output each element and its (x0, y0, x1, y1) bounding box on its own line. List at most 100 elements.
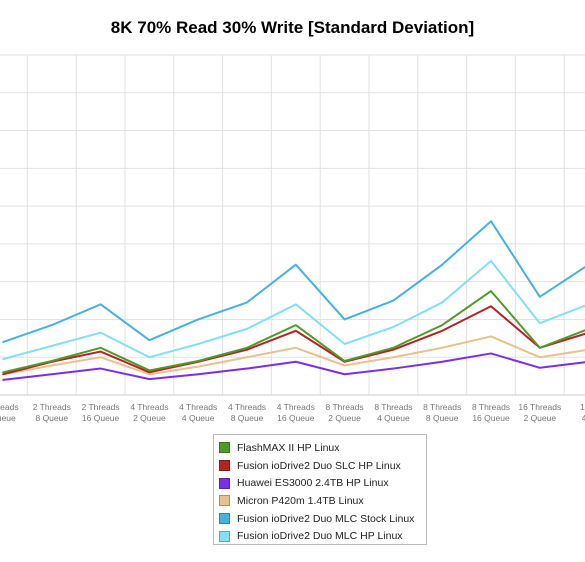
x-tick-label: 4 Threads 8 Queue (228, 402, 266, 423)
data-point (295, 360, 297, 363)
data-point (392, 299, 395, 302)
series-line (2, 259, 585, 361)
data-point (490, 335, 492, 338)
data-point (51, 373, 53, 376)
x-tick-label: 8 Threads 16 Queue (472, 402, 510, 423)
data-point (2, 373, 4, 376)
legend-label: FlashMAX II HP Linux (237, 441, 340, 454)
legend-item: Fusion ioDrive2 Duo MLC Stock Linux (219, 510, 426, 528)
legend-label: Huawei ES3000 2.4TB HP Linux (237, 477, 389, 490)
data-point (343, 318, 346, 321)
data-point (392, 348, 395, 351)
data-point (51, 364, 53, 367)
x-tick-label: 4 Threads 16 Queue (277, 402, 315, 423)
data-point (343, 373, 346, 376)
data-point (441, 360, 444, 363)
data-point (197, 318, 199, 321)
data-point (392, 367, 395, 370)
legend-swatch (219, 513, 230, 525)
legend-label: Fusion ioDrive2 Duo SLC HP Linux (237, 459, 401, 472)
data-point (197, 343, 199, 345)
legend-item: Fusion ioDrive2 Duo SLC HP Linux (219, 457, 426, 475)
chart-title: 8K 70% Read 30% Write [Standard Deviatio… (110, 18, 475, 37)
data-point (295, 263, 297, 266)
legend-swatch (219, 530, 230, 542)
legend-swatch (219, 460, 230, 472)
data-point (539, 367, 541, 369)
data-point (148, 378, 151, 380)
data-point (441, 324, 444, 326)
data-point (490, 220, 492, 223)
data-point (2, 358, 4, 360)
data-point (539, 356, 541, 359)
data-point (441, 301, 444, 304)
legend-swatch (219, 442, 230, 454)
data-point (343, 343, 346, 345)
data-point (295, 329, 297, 332)
data-point (51, 324, 53, 326)
data-point (246, 356, 248, 359)
data-point (99, 350, 102, 353)
data-point (99, 331, 102, 334)
x-tick-label: 8 Threads 4 Queue (374, 402, 412, 423)
data-point (441, 346, 444, 349)
x-tick-label: 16 T4 Q (580, 402, 585, 423)
data-point (148, 339, 151, 342)
data-point (197, 360, 199, 362)
x-tick-label: 2 Threads 16 Queue (82, 402, 120, 423)
data-point (99, 367, 102, 370)
data-point (99, 346, 102, 349)
data-point (441, 329, 444, 332)
x-tick-label: 16 Threads 2 Queue (518, 402, 561, 423)
x-tick-label: 4 Threads 4 Queue (179, 402, 217, 423)
data-point (392, 346, 395, 349)
data-point (2, 371, 4, 374)
x-tick-label: 8 Threads 2 Queue (326, 402, 364, 423)
data-point (51, 345, 53, 347)
data-point (539, 346, 541, 349)
data-point (490, 260, 492, 262)
data-point (2, 379, 4, 381)
legend-item: FlashMAX II HP Linux (219, 439, 426, 457)
data-point (295, 324, 297, 326)
data-point (2, 341, 4, 343)
data-point (490, 305, 492, 308)
data-point (295, 303, 297, 306)
data-point (441, 263, 444, 266)
legend-label: Fusion ioDrive2 Duo MLC HP Linux (237, 530, 403, 543)
data-point (148, 373, 151, 376)
x-tick-label: ThreadsQueue (0, 402, 19, 423)
legend-item: Micron P420m 1.4TB Linux (219, 492, 426, 510)
data-point (539, 322, 541, 325)
data-point (246, 348, 248, 351)
legend-item: Fusion ioDrive2 Duo MLC HP Linux (219, 527, 426, 545)
data-point (197, 373, 199, 376)
legend-label: Micron P420m 1.4TB Linux (237, 494, 364, 507)
data-point (295, 346, 297, 349)
data-point (99, 356, 102, 359)
data-point (246, 328, 248, 330)
data-point (343, 364, 346, 367)
data-point (539, 295, 541, 298)
data-point (490, 290, 492, 292)
data-point (246, 346, 248, 349)
x-tick-label: 4 Threads 2 Queue (130, 402, 168, 423)
data-point (197, 365, 199, 368)
legend: FlashMAX II HP Linux Fusion ioDrive2 Duo … (213, 434, 427, 545)
x-tick-label: 2 Threads 8 Queue (33, 402, 71, 423)
legend-swatch (219, 477, 230, 489)
data-point (490, 352, 492, 355)
legend-item: Huawei ES3000 2.4TB HP Linux (219, 474, 426, 492)
data-point (392, 356, 395, 359)
data-point (148, 356, 151, 359)
data-point (148, 371, 151, 374)
legend-label: Fusion ioDrive2 Duo MLC Stock Linux (237, 512, 415, 525)
data-point (148, 369, 151, 372)
data-point (51, 360, 53, 362)
data-point (392, 326, 395, 328)
data-point (246, 301, 248, 304)
x-tick-label: 8 Threads 8 Queue (423, 402, 461, 423)
legend-swatch (219, 495, 230, 507)
